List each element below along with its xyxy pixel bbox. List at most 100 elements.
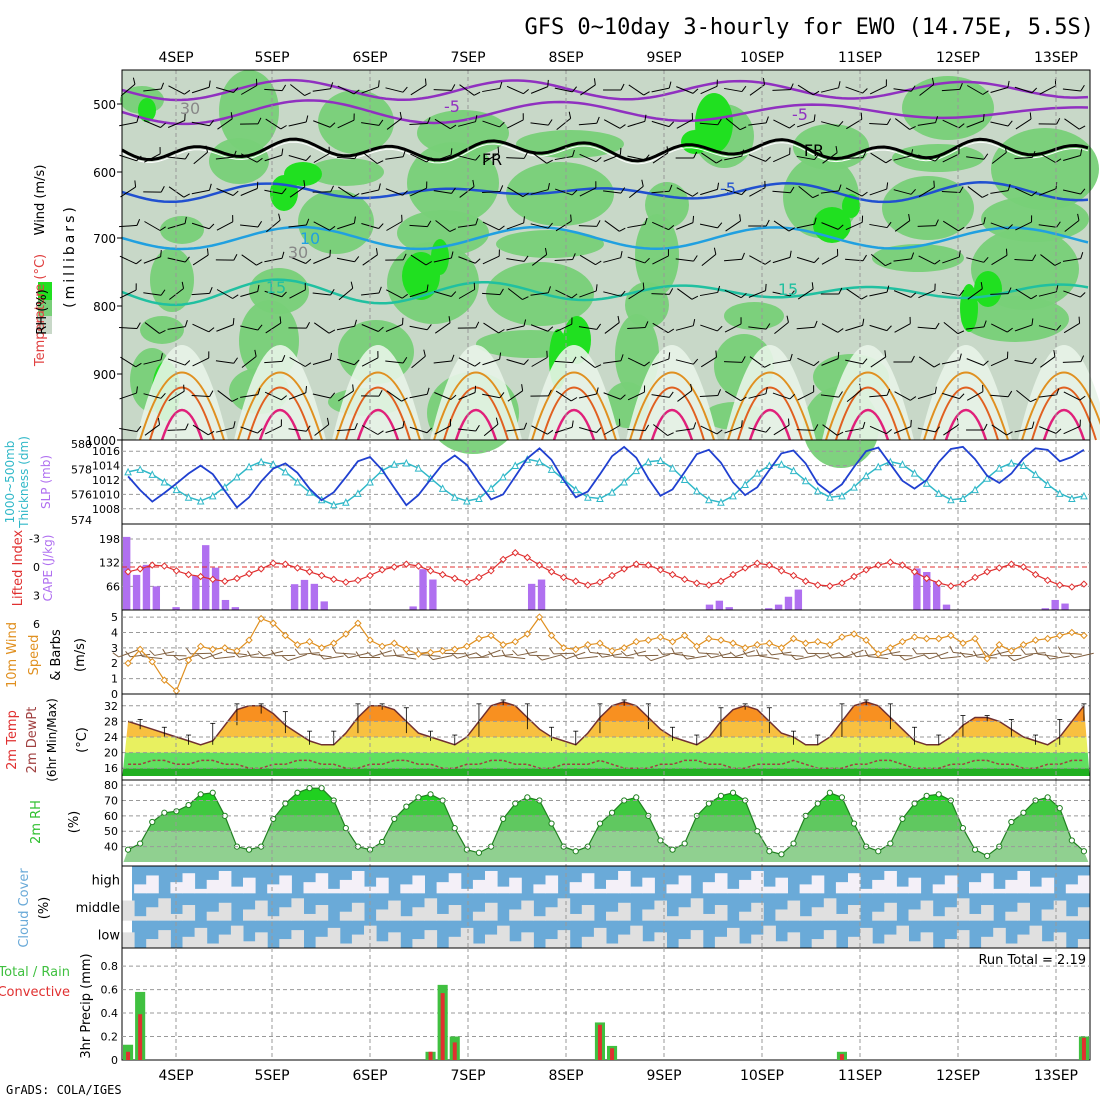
wind-barb-flag <box>911 355 915 363</box>
wind-barb-flag <box>512 649 518 656</box>
wind-barb <box>482 221 505 231</box>
wind-barb-shaft <box>457 428 476 432</box>
cloud-gap-bar <box>775 909 788 921</box>
wind-barb-flag <box>864 649 869 657</box>
wind-barb-flag <box>353 216 356 224</box>
wind-barb <box>748 323 771 330</box>
wind-barb <box>144 418 161 436</box>
wind-barb-shaft <box>724 361 743 363</box>
thickness-point <box>656 456 665 464</box>
wind-barb-shaft <box>265 118 282 130</box>
wind-speed-point <box>148 657 156 666</box>
wind-barb-shaft <box>990 222 1008 230</box>
surface-wind-barb <box>790 654 816 661</box>
wind-barb-shaft <box>530 223 549 229</box>
wind-barb-shaft <box>1037 653 1058 658</box>
wind-barb <box>215 253 238 261</box>
cape-bar <box>942 604 951 610</box>
upper-units-label: (millibars) <box>62 204 78 308</box>
wind-barb-shaft <box>772 256 791 264</box>
wind-barb-shaft <box>506 359 525 365</box>
wind-barb-shaft <box>821 323 838 333</box>
wind-barb-shaft <box>386 221 403 231</box>
wind-barb <box>918 283 936 299</box>
cloud-gap-bar <box>424 898 438 921</box>
wind-speed-point <box>451 645 459 654</box>
wind-barb <box>893 85 916 92</box>
wind-barb-flag <box>717 285 721 293</box>
contour-label: 15 <box>266 278 286 297</box>
wind-barb <box>313 322 336 334</box>
wind-barb-shaft <box>772 359 791 365</box>
cloud-gap-bar <box>134 884 147 894</box>
wind-barb-shaft <box>796 429 815 431</box>
wind-barb-flag <box>811 282 814 290</box>
wind-barb-shaft <box>240 188 258 196</box>
rh-point <box>294 789 301 796</box>
wind-barb-shaft <box>507 186 524 198</box>
wind-barb-shaft <box>990 190 1009 194</box>
wind-barb-flag <box>402 86 408 93</box>
wind-barb-flag <box>522 113 524 120</box>
surface-wind-barb <box>501 649 526 660</box>
wind-barb-flag <box>668 121 675 127</box>
wind-barb-flag <box>402 190 408 196</box>
rh-point <box>850 820 858 827</box>
wind-barb <box>579 254 602 266</box>
wind-barb-flag <box>377 430 384 435</box>
wind-barb-flag <box>959 353 962 361</box>
cloud-gap-bar <box>315 905 329 921</box>
surface-wind-barb <box>549 647 574 655</box>
temp-contour-minus5 <box>121 99 1089 126</box>
wind-barb <box>942 220 965 232</box>
wind-barb-shaft <box>313 322 330 334</box>
wind-barb-flag <box>451 187 456 194</box>
wind-barb <box>845 358 868 365</box>
cloud-gap-bar <box>848 936 861 948</box>
cloud-gap-bar <box>521 900 534 921</box>
wind-barb-shaft <box>604 322 620 334</box>
wind-barb-flag <box>669 288 674 295</box>
wind-barb <box>1014 254 1037 261</box>
wind-barb-shaft <box>433 89 452 91</box>
cloud-gap-bar <box>969 882 982 894</box>
wind-barb-shaft <box>893 426 911 434</box>
wind-barb <box>845 187 868 197</box>
wind-barb-shaft <box>578 326 597 330</box>
temp-contour <box>335 371 421 441</box>
wind-barb-shaft <box>313 221 330 231</box>
wind-speed-point <box>475 634 483 643</box>
wind-barb-flag <box>814 153 819 160</box>
wind-barb-shaft <box>457 155 476 161</box>
wind-barb-flag <box>377 351 379 358</box>
wind-barb <box>604 220 626 232</box>
rh-point <box>1008 818 1015 826</box>
thickness-point <box>571 485 580 494</box>
wind-barb-flag <box>620 83 625 91</box>
wind-speed-point <box>378 642 386 651</box>
wind-barb-shaft <box>627 428 646 432</box>
cape-bar <box>221 599 230 610</box>
wind-barb-flag <box>306 321 310 329</box>
wind-barb-flag <box>499 121 505 128</box>
cloud-gap-bar <box>1053 932 1067 948</box>
cloud-gap-bar <box>956 930 970 948</box>
wind-barb-flag <box>523 359 529 365</box>
wind-barb-flag <box>973 650 978 658</box>
rh-point <box>124 846 132 853</box>
wind-barb-flag <box>184 216 187 224</box>
wind-barb-flag <box>330 289 335 296</box>
wind-barb-shaft <box>506 258 525 262</box>
wind-barb-flag <box>813 385 815 392</box>
wind-label-2: Speed <box>27 635 42 676</box>
wind-barb-shaft <box>143 88 162 92</box>
wind-barb-flag <box>1020 648 1026 655</box>
wind-barb <box>1014 318 1034 332</box>
wind-barb-shaft <box>698 652 719 655</box>
cloud-gap-bar <box>1017 902 1030 921</box>
cloud-gap-bar <box>848 905 861 921</box>
wind-barb-flag <box>326 417 330 425</box>
wind-barb <box>266 213 281 233</box>
wind-barb <box>385 253 407 261</box>
cloud-gap-bar <box>255 932 268 948</box>
